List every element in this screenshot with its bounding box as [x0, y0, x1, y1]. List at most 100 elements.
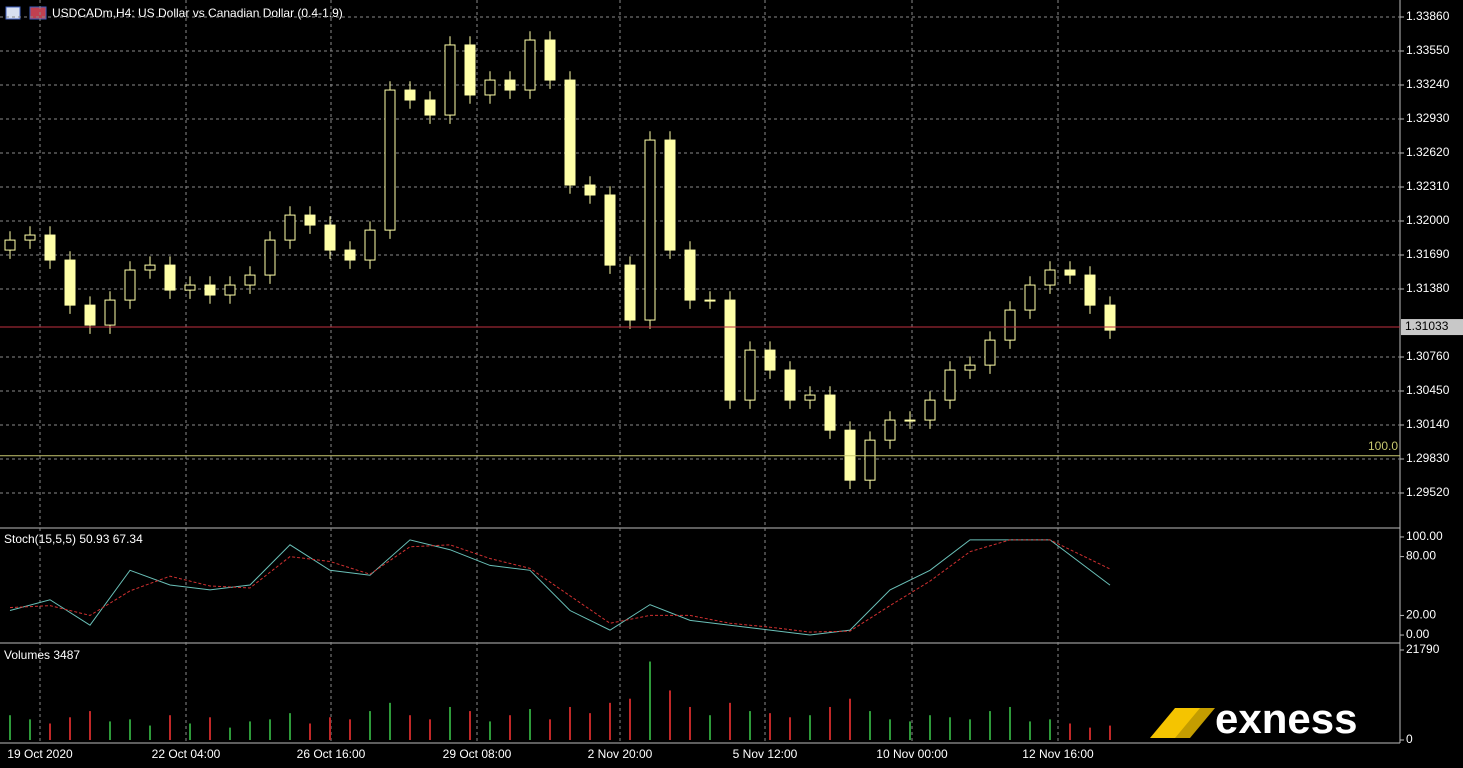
- volume-bar: [249, 721, 251, 740]
- candle-body: [164, 264, 176, 291]
- volume-bar: [29, 719, 31, 740]
- volume-bar: [149, 725, 151, 740]
- volume-bar: [569, 706, 571, 740]
- logo-icon: [1170, 708, 1215, 738]
- volume-bar: [449, 706, 451, 740]
- current-price-label: 1.31033: [1405, 319, 1449, 333]
- volume-bar: [529, 709, 531, 740]
- y-tick-label: 100.00: [1406, 529, 1443, 543]
- x-tick-label: 5 Nov 12:00: [733, 747, 798, 761]
- candle-body: [784, 369, 796, 401]
- volume-bar: [69, 717, 71, 740]
- candle-body: [824, 394, 836, 431]
- volume-bar: [1069, 723, 1071, 740]
- stoch-line: [9, 539, 1111, 633]
- candle-body: [564, 79, 576, 186]
- volume-bar: [289, 713, 291, 740]
- volume-bar: [269, 719, 271, 740]
- volume-bar: [1029, 721, 1031, 740]
- y-tick-label: 1.32620: [1406, 145, 1450, 159]
- volume-bar: [1089, 727, 1091, 740]
- candle-body: [584, 184, 596, 196]
- volume-bar: [9, 715, 11, 740]
- y-tick-label: 1.32930: [1406, 111, 1450, 125]
- volume-bar: [749, 711, 751, 740]
- volume-bar: [989, 711, 991, 740]
- x-tick-label: 29 Oct 08:00: [443, 747, 512, 761]
- panel-title: Volumes 3487: [4, 648, 80, 662]
- volume-bar: [689, 706, 691, 740]
- x-tick-label: 10 Nov 00:00: [876, 747, 948, 761]
- y-tick-label: 1.33550: [1406, 43, 1450, 57]
- volume-bar: [49, 723, 51, 740]
- volume-bar: [809, 715, 811, 740]
- volume-bar: [489, 721, 491, 740]
- volume-bar: [789, 717, 791, 740]
- candle-body: [144, 264, 156, 271]
- candle-body: [684, 249, 696, 301]
- candle-body: [464, 44, 476, 96]
- candle-body: [484, 79, 496, 96]
- volume-bar: [1049, 719, 1051, 740]
- x-tick-label: 26 Oct 16:00: [297, 747, 366, 761]
- volume-bar: [849, 698, 851, 740]
- x-tick-label: 19 Oct 2020: [7, 747, 73, 761]
- candle-body: [504, 79, 516, 91]
- candle-body: [404, 89, 416, 101]
- volume-bar: [769, 713, 771, 740]
- volume-bar: [309, 723, 311, 740]
- volume-bar: [209, 717, 211, 740]
- candle-body: [84, 304, 96, 326]
- candle-body: [344, 249, 356, 261]
- candle-body: [284, 214, 296, 241]
- y-tick-label: 1.33860: [1406, 9, 1450, 23]
- candle-body: [64, 259, 76, 306]
- y-tick-label: 1.31690: [1406, 247, 1450, 261]
- candle-body: [1044, 269, 1056, 286]
- panel-title: Stoch(15,5,5) 50.93 67.34: [4, 532, 143, 546]
- candle-body: [664, 139, 676, 251]
- volume-bar: [909, 721, 911, 740]
- candle-body: [704, 299, 716, 302]
- volume-bar: [109, 721, 111, 740]
- y-tick-label: 1.32000: [1406, 213, 1450, 227]
- candle-body: [864, 439, 876, 481]
- stoch-line: [9, 539, 1111, 636]
- candle-body: [224, 284, 236, 296]
- y-tick-label: 1.31380: [1406, 281, 1450, 295]
- candle-body: [244, 274, 256, 286]
- logo-text: exness: [1215, 695, 1357, 742]
- y-tick-label: 21790: [1406, 642, 1440, 656]
- window-icon: [5, 6, 21, 20]
- candle-body: [944, 369, 956, 401]
- candle-body: [924, 399, 936, 421]
- candle-body: [1064, 269, 1076, 276]
- x-tick-label: 22 Oct 04:00: [152, 747, 221, 761]
- y-tick-label: 80.00: [1406, 549, 1436, 563]
- volume-bar: [949, 717, 951, 740]
- volume-bar: [1009, 706, 1011, 740]
- candle-body: [1104, 304, 1116, 331]
- volume-bar: [169, 715, 171, 740]
- flag-icon: [29, 6, 47, 20]
- volume-bar: [929, 715, 931, 740]
- volume-bar: [869, 711, 871, 740]
- volume-bar: [709, 715, 711, 740]
- candle-body: [304, 214, 316, 226]
- y-tick-label: 1.30760: [1406, 349, 1450, 363]
- volume-bar: [589, 713, 591, 740]
- volume-bar: [549, 719, 551, 740]
- candle-body: [184, 284, 196, 291]
- candle-body: [804, 394, 816, 401]
- volume-bar: [889, 719, 891, 740]
- logo: exness: [1150, 695, 1357, 742]
- candle-body: [964, 364, 976, 371]
- volume-bar: [409, 715, 411, 740]
- volume-bar: [649, 661, 651, 740]
- volume-bar: [969, 719, 971, 740]
- volume-bar: [469, 711, 471, 740]
- volume-bar: [229, 727, 231, 740]
- candle-body: [884, 419, 896, 441]
- y-tick-label: 1.29520: [1406, 485, 1450, 499]
